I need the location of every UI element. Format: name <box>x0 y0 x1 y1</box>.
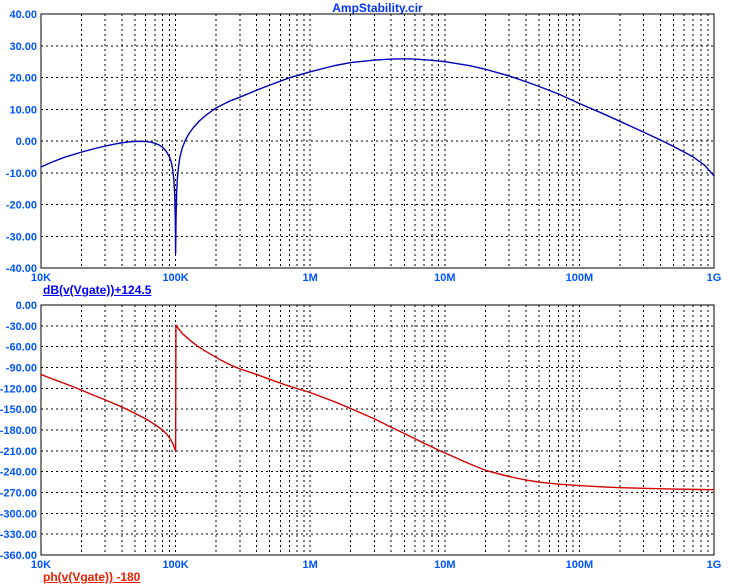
phase-y-tick-label: -240.00 <box>0 467 37 479</box>
phase-frame <box>40 304 715 556</box>
magnitude-y-tick-label: 10.00 <box>9 104 37 116</box>
phase-y-tick-label: -180.00 <box>0 425 37 437</box>
phase-x-tick-label: 1G <box>707 559 722 571</box>
magnitude-y-tick-label: -10.00 <box>6 168 37 180</box>
magnitude-x-tick-label: 100K <box>162 272 188 284</box>
magnitude-x-tick-label: 10K <box>31 272 51 284</box>
magnitude-y-tick-label: 20.00 <box>9 73 37 85</box>
magnitude-grid <box>41 14 714 268</box>
magnitude-x-tick-label: 100M <box>566 272 594 284</box>
phase-grid <box>41 305 714 555</box>
phase-chart: 0.00 -30.00 -60.00 -90.00 -120.00 -150.00 -180… <box>0 300 721 571</box>
phase-x-tick-label: 10M <box>434 559 455 571</box>
phase-x-tick-label: 10K <box>31 559 51 571</box>
phase-y-tick-label: -270.00 <box>0 488 37 500</box>
phase-x-tick-label: 1M <box>303 559 318 571</box>
magnitude-curve <box>40 58 715 255</box>
phase-expression-label[interactable]: ph(v(Vgate)) -180 <box>43 570 141 584</box>
phase-y-tick-label: -300.00 <box>0 508 37 520</box>
magnitude-x-tick-label: 1M <box>303 272 318 284</box>
magnitude-x-tick-label: 1G <box>707 272 722 284</box>
phase-y-tick-label: -30.00 <box>6 321 37 333</box>
plot-title: AmpStability.cir <box>332 1 423 15</box>
magnitude-frame <box>40 13 715 269</box>
phase-y-tick-label: -60.00 <box>6 342 37 354</box>
phase-y-tick-label: -150.00 <box>0 404 37 416</box>
magnitude-x-tick-label: 10M <box>434 272 455 284</box>
magnitude-y-tick-label: 40.00 <box>9 9 37 21</box>
magnitude-y-tick-label: -30.00 <box>6 231 37 243</box>
phase-y-tick-label: -330.00 <box>0 529 37 541</box>
phase-curve <box>40 324 715 491</box>
phase-x-tick-label: 100M <box>566 559 594 571</box>
phase-y-tick-label: -360.00 <box>0 550 37 562</box>
phase-x-tick-label: 100K <box>162 559 188 571</box>
magnitude-y-tick-label: 0.00 <box>16 136 37 148</box>
magnitude-y-tick-label: -40.00 <box>6 263 37 275</box>
phase-y-tick-label: -210.00 <box>0 446 37 458</box>
magnitude-expression-label[interactable]: dB(v(Vgate))+124.5 <box>43 283 152 297</box>
phase-y-tick-label: -90.00 <box>6 363 37 375</box>
phase-y-tick-label: -120.00 <box>0 383 37 395</box>
phase-y-tick-label: 0.00 <box>16 300 37 312</box>
magnitude-chart: 40.00 30.00 20.00 10.00 0.00 -10.00 -20.00 -30.… <box>6 9 722 284</box>
magnitude-y-tick-label: 30.00 <box>9 41 37 53</box>
magnitude-y-tick-label: -20.00 <box>6 200 37 212</box>
